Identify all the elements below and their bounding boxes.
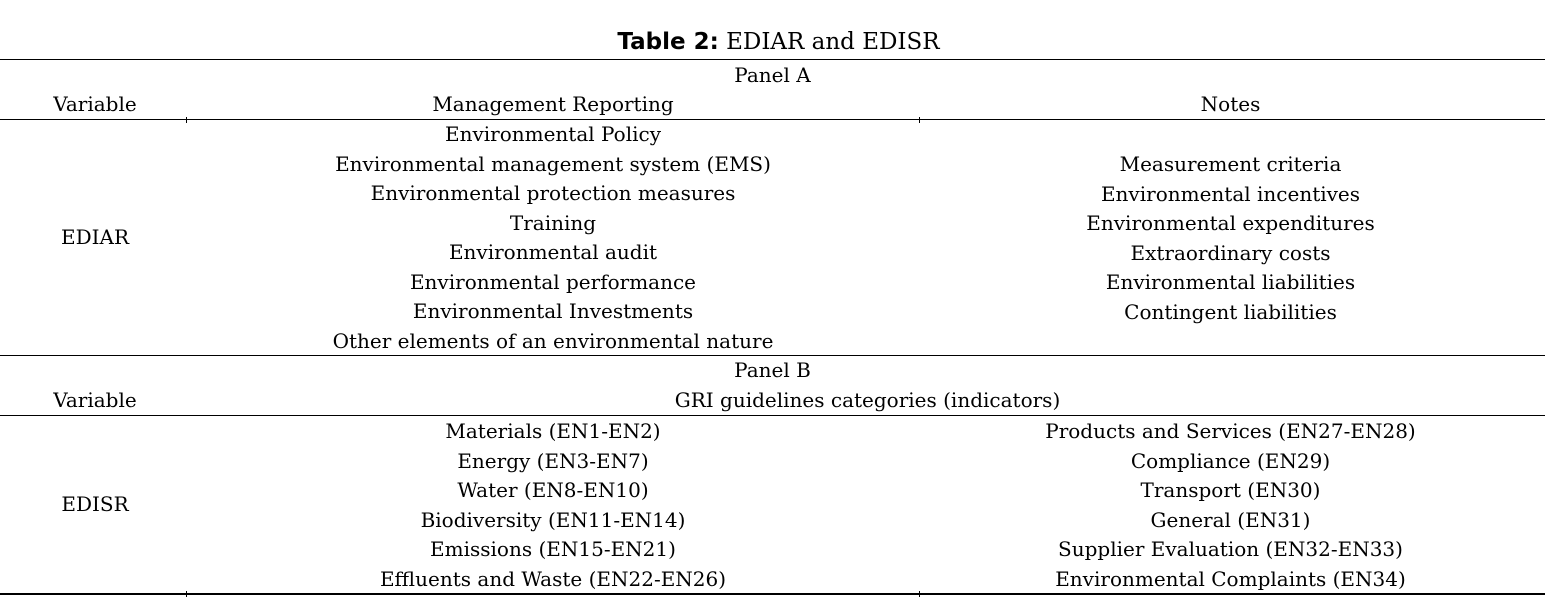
list-item: Environmental Investments	[412, 299, 694, 323]
list-item: Environmental liabilities	[1105, 270, 1356, 294]
list-item: Environmental audit	[448, 240, 658, 264]
column-tick	[186, 591, 187, 597]
gri-right-items: Products and Services (EN27-EN28) Compli…	[916, 417, 1545, 594]
panel-b-label: Panel B	[734, 358, 811, 382]
list-item: Energy (EN3-EN7)	[457, 448, 649, 473]
gri-categories-header: GRI guidelines categories (indicators)	[674, 388, 1061, 412]
table-caption: Table 2: EDIAR and EDISR	[0, 26, 1557, 58]
list-item: General (EN31)	[1150, 507, 1311, 532]
list-item: Compliance (EN29)	[1130, 448, 1331, 473]
list-item: Environmental Complaints (EN34)	[1055, 566, 1406, 591]
caption-title: EDIAR and EDISR	[718, 29, 940, 55]
panel-a-label: Panel A	[734, 63, 811, 87]
panel-a-header-rule	[0, 119, 1545, 120]
list-item: Products and Services (EN27-EN28)	[1045, 419, 1416, 443]
column-tick	[186, 117, 187, 123]
list-item: Other elements of an environmental natur…	[332, 328, 774, 353]
list-item: Environmental expenditures	[1086, 211, 1375, 235]
list-item: Environmental performance	[409, 269, 697, 294]
list-item: Training	[509, 210, 597, 235]
management-reporting-header: Management Reporting	[432, 92, 674, 116]
notes-items: Measurement criteria Environmental incen…	[916, 150, 1545, 327]
panel-b-header-rule	[0, 415, 1545, 416]
list-item: Biodiversity (EN11-EN14)	[420, 507, 686, 532]
management-items: Environmental Policy Environmental manag…	[190, 120, 916, 356]
notes-header: Notes	[1200, 92, 1261, 116]
gri-left-items: Materials (EN1-EN2) Energy (EN3-EN7) Wat…	[190, 417, 916, 594]
panel-a-variable-header: Variable	[53, 92, 137, 116]
list-item: Supplier Evaluation (EN32-EN33)	[1058, 537, 1403, 561]
list-item: Contingent liabilities	[1124, 299, 1337, 324]
ediar-variable: EDIAR	[60, 225, 130, 249]
list-item: Materials (EN1-EN2)	[445, 419, 661, 443]
list-item: Extraordinary costs	[1130, 240, 1331, 265]
list-item: Emissions (EN15-EN21)	[430, 537, 676, 561]
list-item: Environmental protection measures	[370, 181, 736, 205]
edisr-variable: EDISR	[61, 492, 129, 516]
list-item: Water (EN8-EN10)	[457, 478, 649, 502]
list-item: Measurement criteria	[1119, 152, 1342, 176]
list-item: Transport (EN30)	[1140, 478, 1321, 502]
list-item: Environmental management system (EMS)	[335, 151, 771, 176]
column-tick	[919, 117, 920, 123]
list-item: Environmental incentives	[1100, 181, 1361, 206]
panel-divider-rule	[0, 355, 1545, 356]
panel-b-variable-header: Variable	[53, 388, 137, 412]
list-item: Environmental Policy	[444, 122, 662, 146]
column-tick	[919, 591, 920, 597]
bottom-rule	[0, 593, 1545, 595]
caption-label: Table 2:	[617, 29, 719, 55]
top-rule	[0, 59, 1545, 60]
list-item: Effluents and Waste (EN22-EN26)	[379, 566, 727, 591]
